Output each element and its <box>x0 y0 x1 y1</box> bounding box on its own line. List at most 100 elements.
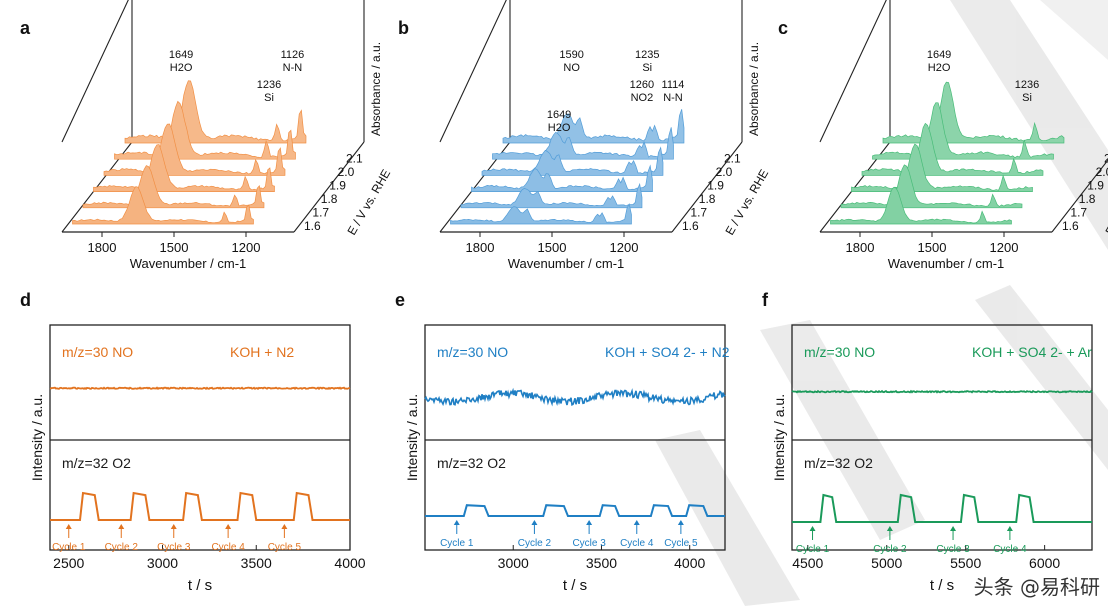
peak-annotation: 1236 <box>1015 79 1039 91</box>
peak-annotation: 1649 <box>547 109 571 121</box>
potential-label: 1.8 <box>321 192 338 206</box>
cycle-arrowhead <box>1006 526 1013 531</box>
x-axis-label: Wavenumber / cm-1 <box>888 256 1005 271</box>
cycle-arrowhead <box>677 520 684 525</box>
x-tick-label: 5500 <box>950 555 981 571</box>
y-axis-label: Absorbance / a.u. <box>747 42 761 136</box>
cycle-label: Cycle 3 <box>936 544 970 555</box>
cycle-arrowhead <box>118 524 125 529</box>
potential-label: 1.8 <box>699 192 716 206</box>
x-tick-label: 4000 <box>334 555 365 571</box>
o2-signal-trace <box>425 504 725 517</box>
panel-letter: e <box>395 290 405 310</box>
peak-annotation: 1126 <box>281 49 305 61</box>
cycle-label: Cycle 4 <box>993 544 1027 555</box>
top-signal-label: m/z=30 NO <box>804 344 875 360</box>
x-tick-label: 1800 <box>88 240 117 255</box>
peak-annotation: H2O <box>170 62 193 74</box>
back-frame <box>61 0 133 233</box>
potential-label: 1.6 <box>1062 219 1079 233</box>
panel-letter: b <box>398 18 409 38</box>
x-tick-label: 3500 <box>586 555 617 571</box>
peak-annotation: 1590 <box>559 49 583 61</box>
potential-label: 1.9 <box>329 179 346 193</box>
cycle-arrowhead <box>886 526 893 531</box>
peak-annotation: 1235 <box>635 49 659 61</box>
spectrum-2.0 <box>872 102 1054 160</box>
spectrum-2.1 <box>882 81 1065 144</box>
panel-letter: a <box>20 18 31 38</box>
potential-label: 2.0 <box>338 165 355 179</box>
potential-label: 1.8 <box>1079 192 1096 206</box>
frame-edge <box>1051 159 1108 233</box>
x-tick-label: 1200 <box>990 240 1019 255</box>
ms-panel-d: d 2500 3000 3500 4000 t / s Intensity / a.u. m/… <box>20 290 366 594</box>
cycle-arrowhead <box>633 520 640 525</box>
peak-annotation: 1260 <box>630 79 654 91</box>
frame-edge <box>819 0 887 143</box>
ms-panel-f: f 4500 5000 5500 6000 t / s Intensity / a.u. m/… <box>762 290 1093 594</box>
x-axis-label: t / s <box>930 577 954 594</box>
cycle-arrowhead <box>65 524 72 529</box>
peak-annotation: H2O <box>928 62 951 74</box>
no-signal-trace <box>791 389 1093 394</box>
x-tick-label: 3000 <box>498 555 529 571</box>
cycle-label: Cycle 3 <box>157 542 191 553</box>
potential-label: 2.1 <box>346 152 363 166</box>
spectrum-1.6 <box>72 186 254 225</box>
cycle-label: Cycle 2 <box>518 538 552 549</box>
x-tick-label: 4000 <box>674 555 705 571</box>
potential-label: 2.1 <box>724 152 741 166</box>
spectrum-2.0 <box>492 127 674 160</box>
x-tick-label: 6000 <box>1029 555 1060 571</box>
plot-frame <box>424 324 726 551</box>
o2-signal-trace <box>792 493 1092 523</box>
spectrum-1.8 <box>851 143 1033 192</box>
spectrum-1.6 <box>450 202 632 225</box>
y-axis-label: Intensity / a.u. <box>29 394 45 481</box>
panel-letter: d <box>20 290 31 310</box>
spectrum-1.9 <box>861 122 1044 176</box>
panel-letter: f <box>762 290 769 310</box>
x-tick-label: 3500 <box>241 555 272 571</box>
peak-annotation: 1649 <box>927 49 951 61</box>
spectrum-2.1 <box>502 109 685 144</box>
peak-annotation: N-N <box>663 92 683 104</box>
x-tick-label: 1200 <box>610 240 639 255</box>
spectrum-1.7 <box>840 164 1023 209</box>
spectrum-1.9 <box>103 123 286 176</box>
peak-annotation: NO <box>563 62 580 74</box>
potential-label: 2.0 <box>1096 165 1108 179</box>
peak-annotation: Si <box>642 62 652 74</box>
potential-label: 1.7 <box>1070 206 1087 220</box>
cycle-arrowhead <box>281 524 288 529</box>
spectrum-1.7 <box>82 165 265 209</box>
cycle-arrowhead <box>586 520 593 525</box>
cycle-arrowhead <box>531 520 538 525</box>
cycle-label: Cycle 2 <box>105 542 139 553</box>
cycle-arrowhead <box>170 524 177 529</box>
x-tick-label: 1500 <box>160 240 189 255</box>
y-axis-label: Absorbance / a.u. <box>369 42 383 136</box>
x-tick-label: 1500 <box>538 240 567 255</box>
potential-label: 2.1 <box>1104 152 1108 166</box>
bottom-signal-label: m/z=32 O2 <box>804 455 873 471</box>
spectrum-1.7 <box>460 182 643 209</box>
spectrum-1.9 <box>481 146 664 176</box>
cycle-arrowhead <box>225 524 232 529</box>
top-signal-label: m/z=30 NO <box>437 344 508 360</box>
bottom-signal-label: m/z=32 O2 <box>437 455 506 471</box>
ms-panel-e: e 3000 3500 4000 t / s Intensity / a.u. m/z=30… <box>395 290 730 594</box>
frame-edge <box>439 0 507 143</box>
spectrum-1.8 <box>93 144 275 192</box>
watermark-text: 头条 @易科研 <box>973 575 1100 599</box>
x-tick-label: 5000 <box>871 555 902 571</box>
y-axis-label: Intensity / a.u. <box>404 394 420 481</box>
peak-annotation: 1649 <box>169 49 193 61</box>
background-watermark <box>655 0 1108 606</box>
peak-annotation: N-N <box>283 62 303 74</box>
x-tick-label: 2500 <box>53 555 84 571</box>
bottom-signal-label: m/z=32 O2 <box>62 455 131 471</box>
